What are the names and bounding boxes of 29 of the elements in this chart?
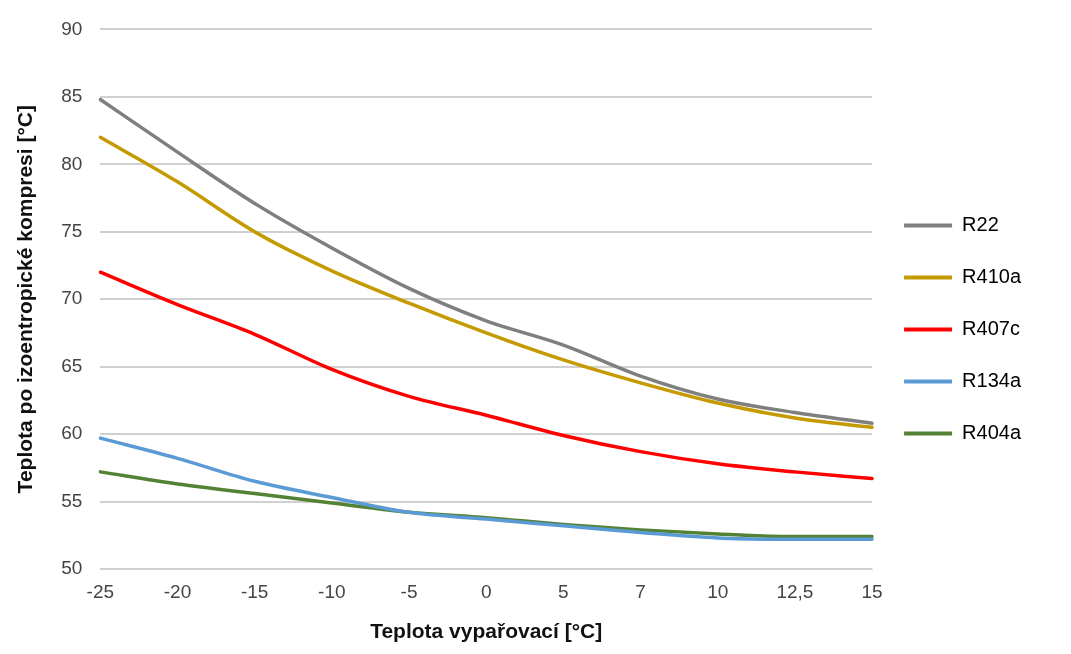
legend-label: R22: [962, 213, 999, 236]
x-tick-label: 10: [707, 580, 729, 602]
legend-label: R410a: [962, 265, 1022, 288]
y-tick-label: 65: [61, 354, 83, 376]
x-tick-label: 5: [558, 580, 569, 602]
x-tick-label: -20: [163, 580, 192, 602]
line-series: [98, 270, 874, 481]
x-tick-label: -15: [240, 580, 269, 602]
legend-label: R404a: [962, 421, 1022, 444]
x-tick-label: 15: [861, 580, 883, 602]
y-tick-label: 85: [61, 85, 83, 107]
x-tick-label: -5: [400, 580, 418, 602]
y-tick-label: 90: [61, 17, 83, 39]
x-tick-label: 7: [635, 580, 646, 602]
y-tick-label: 70: [61, 287, 83, 309]
y-tick-label: 60: [61, 422, 83, 444]
y-axis-title: Teplota po izoentropické kompresi [°C]: [13, 105, 37, 494]
x-tick-label: -25: [86, 580, 115, 602]
y-tick-label: 50: [61, 557, 83, 579]
x-tick-label: 12,5: [776, 580, 814, 602]
x-axis-title: Teplota vypařovací [°C]: [370, 619, 603, 643]
x-tick-label: -10: [318, 580, 346, 602]
y-tick-label: 75: [61, 219, 83, 241]
legend-label: R134a: [962, 369, 1022, 392]
y-tick-label: 80: [61, 152, 83, 174]
x-tick-label: 0: [480, 580, 492, 602]
y-tick-label: 55: [61, 489, 83, 511]
legend-label: R407c: [962, 317, 1020, 340]
line-series: [98, 436, 874, 542]
